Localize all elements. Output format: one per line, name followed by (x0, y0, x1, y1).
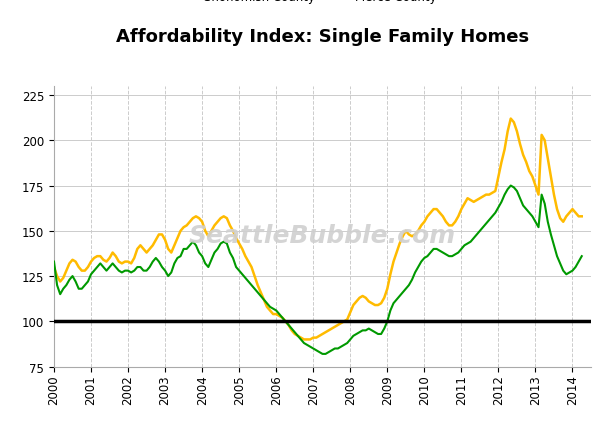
Text: SeattleBubble.com: SeattleBubble.com (189, 223, 456, 247)
Legend: Snohomish County, Pierce County: Snohomish County, Pierce County (171, 0, 442, 9)
Text: Affordability Index: Single Family Homes: Affordability Index: Single Family Homes (116, 28, 529, 46)
